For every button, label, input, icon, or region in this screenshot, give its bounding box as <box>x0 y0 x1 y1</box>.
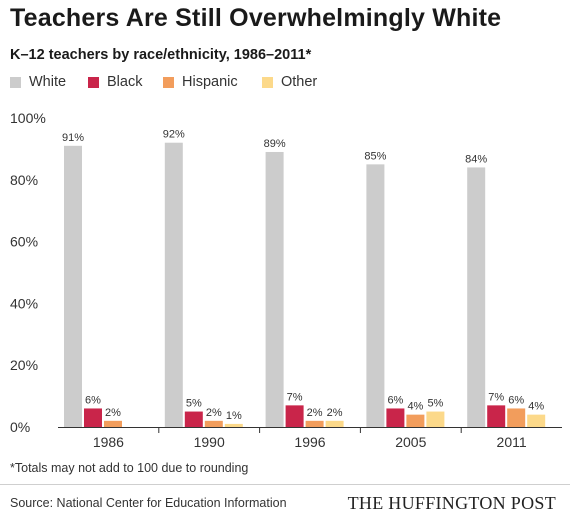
data-label-other-2005: 5% <box>427 398 443 410</box>
data-label-black-1986: 6% <box>85 394 101 406</box>
legend-swatch-black <box>88 76 99 88</box>
bar-hispanic-2005 <box>406 414 425 427</box>
bar-hispanic-1996 <box>305 420 324 427</box>
data-label-black-1990: 5% <box>186 398 202 410</box>
legend-item-hispanic: Hispanic <box>163 74 238 90</box>
footnote: *Totals may not add to 100 due to roundi… <box>10 461 249 475</box>
publisher-logo: THE HUFFINGTON POST <box>347 493 556 513</box>
legend-label-other: Other <box>281 74 318 90</box>
legend-item-other: Other <box>262 74 317 90</box>
x-tick-label: 2011 <box>497 434 527 450</box>
bar-white-2011 <box>467 167 486 427</box>
bar-black-2005 <box>386 408 405 427</box>
data-label-white-1990: 92% <box>163 129 185 141</box>
data-label-black-2005: 6% <box>387 394 403 406</box>
data-label-white-1996: 89% <box>264 138 286 150</box>
y-tick-label: 20% <box>10 357 38 373</box>
bar-other-1990 <box>224 423 243 427</box>
legend-swatch-white <box>10 76 21 88</box>
y-tick-label: 40% <box>10 295 38 311</box>
data-label-black-2011: 7% <box>488 391 504 403</box>
legend: White Black Hispanic Other <box>10 74 530 92</box>
chart-title: Teachers Are Still Overwhelmingly White <box>10 4 502 32</box>
data-label-other-1990: 1% <box>226 410 242 422</box>
bar-other-2011 <box>527 414 546 427</box>
chart-subtitle: K–12 teachers by race/ethnicity, 1986–20… <box>10 47 312 63</box>
x-tick-label: 1986 <box>93 434 124 450</box>
bar-hispanic-1986 <box>104 420 122 427</box>
bar-white-1986 <box>64 145 82 427</box>
y-tick-label: 80% <box>10 172 38 188</box>
legend-label-hispanic: Hispanic <box>182 74 238 90</box>
y-tick-label: 60% <box>10 234 38 250</box>
data-label-black-1996: 7% <box>287 391 303 403</box>
bar-white-1990 <box>164 142 183 427</box>
data-label-white-1986: 91% <box>62 132 84 144</box>
bar-black-2011 <box>487 405 506 427</box>
data-label-white-2005: 85% <box>364 150 386 162</box>
data-label-hispanic-2005: 4% <box>407 401 423 413</box>
data-label-other-1996: 2% <box>327 407 343 419</box>
data-label-other-2011: 4% <box>528 401 544 413</box>
data-label-hispanic-2011: 6% <box>508 394 524 406</box>
bar-black-1996 <box>285 405 304 427</box>
source-text: Source: National Center for Education In… <box>10 496 287 510</box>
legend-label-white: White <box>29 74 67 90</box>
data-label-hispanic-1986: 2% <box>105 407 121 419</box>
x-tick-label: 1996 <box>294 434 325 450</box>
legend-item-white: White <box>10 74 66 90</box>
bar-black-1990 <box>184 411 203 427</box>
legend-item-black: Black <box>88 74 142 90</box>
bar-black-1986 <box>84 408 102 427</box>
x-tick-label: 2005 <box>395 434 426 450</box>
y-tick-label: 100% <box>10 110 46 126</box>
y-tick-label: 0% <box>10 419 30 435</box>
legend-swatch-hispanic <box>163 76 174 88</box>
data-label-hispanic-1996: 2% <box>307 407 323 419</box>
bar-hispanic-1990 <box>204 420 223 427</box>
legend-swatch-other <box>262 76 273 88</box>
legend-label-black: Black <box>107 74 143 90</box>
bar-other-1996 <box>325 420 344 427</box>
data-label-hispanic-1990: 2% <box>206 407 222 419</box>
bar-white-1996 <box>265 151 284 428</box>
bar-white-2005 <box>366 164 385 427</box>
x-tick-label: 1990 <box>194 434 225 450</box>
data-label-white-2011: 84% <box>465 153 487 165</box>
bar-hispanic-2011 <box>507 408 526 427</box>
bar-other-2005 <box>426 411 445 427</box>
footer-divider <box>0 484 570 485</box>
